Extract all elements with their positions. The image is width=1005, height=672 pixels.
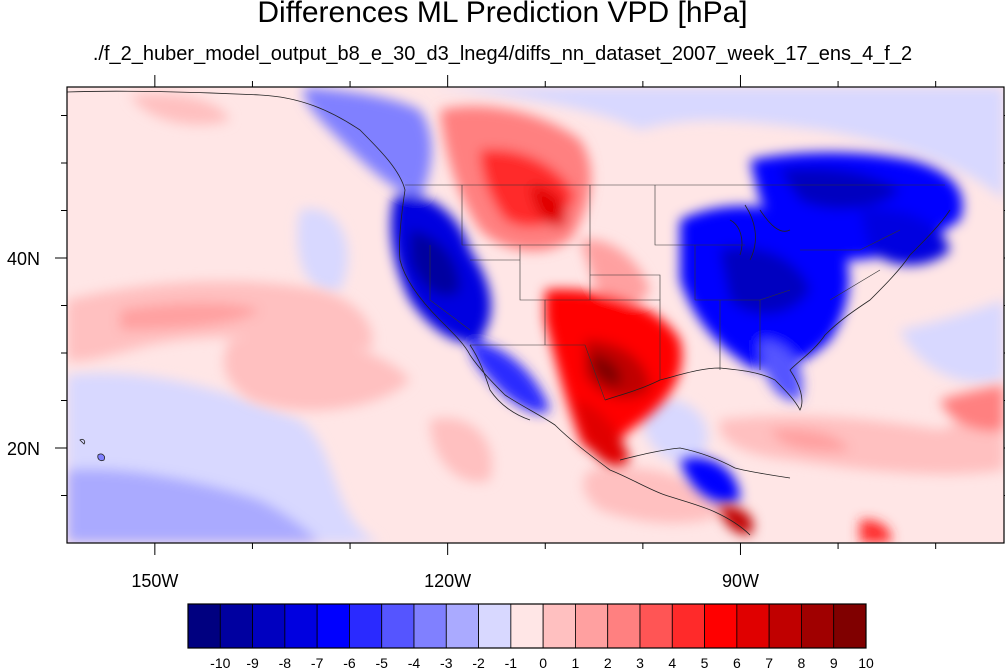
x-tick-label: 150W xyxy=(131,571,178,591)
map-subtitle: ./f_2_huber_model_output_b8_e_30_d3_lneg… xyxy=(92,43,913,65)
colorbar-level-label: 4 xyxy=(668,655,676,671)
colorbar-swatch xyxy=(478,603,512,649)
colorbar-level-label: 1 xyxy=(572,655,580,671)
colorbar-level-label: -2 xyxy=(472,655,485,671)
map-frame xyxy=(66,86,1005,544)
colorbar-level-label: 7 xyxy=(765,655,773,671)
map-field xyxy=(67,87,1004,543)
colorbar-level-label: -5 xyxy=(375,655,388,671)
colorbar xyxy=(187,603,867,649)
colorbar-swatch xyxy=(833,603,867,649)
x-tick-label: 120W xyxy=(424,571,471,591)
colorbar-swatch xyxy=(639,603,673,649)
colorbar-swatch xyxy=(575,603,609,649)
colorbar-swatch xyxy=(381,603,415,649)
colorbar-swatch xyxy=(510,603,544,649)
y-tick-label: 20N xyxy=(7,439,40,459)
colorbar-level-label: -3 xyxy=(440,655,453,671)
colorbar-level-label: 3 xyxy=(636,655,644,671)
colorbar-labels: -10 -9 -8 -7 -6 -5 -4 -3 -2 -1 0 1 2 3 4 5 6 7 8 9 10 xyxy=(210,655,874,671)
colorbar-level-label: -10 xyxy=(210,655,230,671)
colorbar-swatch xyxy=(607,603,641,649)
colorbar-swatch xyxy=(445,603,479,649)
colorbar-swatch xyxy=(736,603,770,649)
colorbar-level-label: -8 xyxy=(279,655,292,671)
colorbar-level-label: 6 xyxy=(733,655,741,671)
colorbar-swatch xyxy=(768,603,802,649)
colorbar-swatch xyxy=(219,603,253,649)
axis-ticks xyxy=(55,75,1005,555)
colorbar-swatch xyxy=(252,603,286,649)
colorbar-swatch xyxy=(542,603,576,649)
field-light-red xyxy=(67,93,1004,524)
colorbar-level-label: -7 xyxy=(311,655,324,671)
y-tick-label: 40N xyxy=(7,249,40,269)
colorbar-swatch xyxy=(671,603,705,649)
field-blue xyxy=(303,87,963,504)
colorbar-level-label: 2 xyxy=(604,655,612,671)
colorbar-level-label: 8 xyxy=(798,655,806,671)
colorbar-level-label: 10 xyxy=(858,655,874,671)
colorbar-swatch xyxy=(704,603,738,649)
colorbar-swatch xyxy=(316,603,350,649)
colorbar-level-label: -4 xyxy=(408,655,421,671)
colorbar-swatch xyxy=(413,603,447,649)
colorbar-level-label: 0 xyxy=(539,655,547,671)
map-title: Differences ML Prediction VPD [hPa] xyxy=(257,0,748,29)
x-tick-label: 90W xyxy=(722,571,759,591)
colorbar-swatch xyxy=(801,603,835,649)
field-light-blue xyxy=(67,87,1004,543)
political-borders xyxy=(405,184,945,401)
colorbar-frame xyxy=(187,603,867,649)
colorbar-swatch xyxy=(187,603,221,649)
colorbar-level-label: -6 xyxy=(343,655,356,671)
coastlines xyxy=(67,90,951,536)
axis-tick-labels: 150W 120W 90W 40N 20N xyxy=(7,249,759,591)
colorbar-swatch xyxy=(284,603,318,649)
colorbar-level-label: 5 xyxy=(701,655,709,671)
colorbar-swatch xyxy=(349,603,383,649)
colorbar-level-label: 9 xyxy=(830,655,838,671)
field-red xyxy=(440,106,891,543)
colorbar-level-label: -9 xyxy=(246,655,259,671)
colorbar-level-label: -1 xyxy=(505,655,518,671)
